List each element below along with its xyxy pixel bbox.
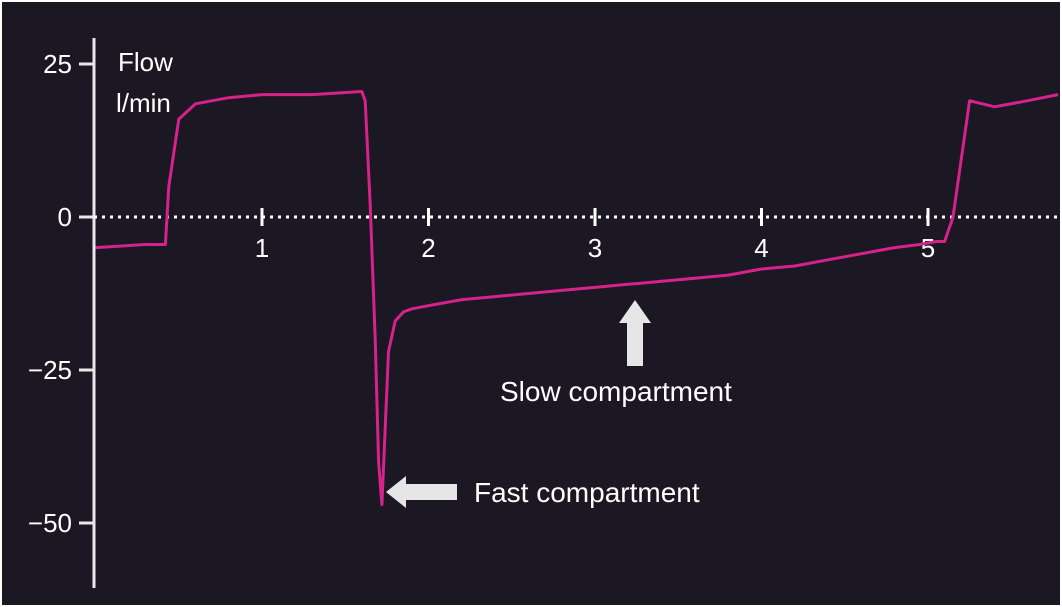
- x-tick-label: 2: [421, 233, 435, 263]
- fast-compartment-label: Fast compartment: [474, 477, 700, 508]
- x-tick-label: 1: [255, 233, 269, 263]
- slow-compartment-label: Slow compartment: [500, 376, 732, 407]
- y-axis-label-line1: Flow: [118, 47, 173, 77]
- flow-series-line: [95, 90, 1059, 507]
- y-tick-label: 0: [58, 202, 72, 232]
- y-tick-label: −25: [28, 355, 72, 385]
- y-tick-label: −50: [28, 508, 72, 538]
- slow-compartment-arrow: [619, 300, 651, 366]
- x-tick-label: 5: [921, 233, 935, 263]
- y-tick-label: 25: [43, 49, 72, 79]
- y-axis-label-line2: l/min: [116, 88, 171, 118]
- x-tick-label: 4: [754, 233, 768, 263]
- x-tick-label: 3: [588, 233, 602, 263]
- fast-compartment-arrow: [386, 476, 457, 508]
